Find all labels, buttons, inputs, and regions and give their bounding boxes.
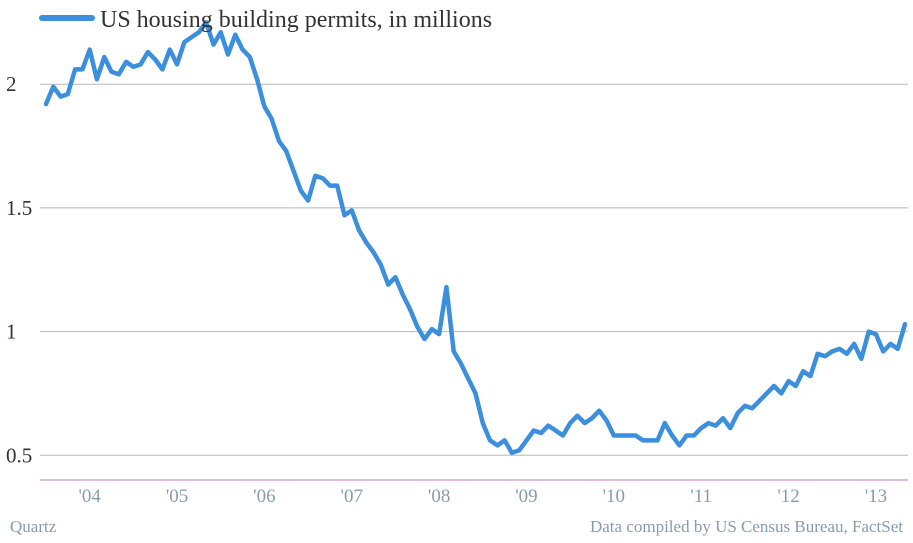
x-tick-label: '05	[166, 486, 188, 507]
legend: US housing building permits, in millions	[39, 7, 492, 33]
series-lines	[43, 20, 908, 456]
x-tick-label: '06	[253, 486, 275, 507]
gridlines	[40, 83, 908, 456]
x-tick-label: '09	[515, 486, 537, 507]
x-tick-label: '10	[603, 486, 625, 507]
y-axis-ticks: 0.5 1 1.5 2	[6, 72, 32, 467]
series-line-0	[43, 20, 908, 456]
x-tick-label: '08	[428, 486, 450, 507]
x-tick-label: '11	[690, 486, 712, 507]
footer-brand: Quartz	[10, 517, 57, 536]
x-axis-ticks: '04 '05 '06 '07 '08 '09 '10 '11 '12 '13	[78, 486, 887, 507]
x-tick-label: '12	[777, 486, 799, 507]
y-tick-label: 0.5	[6, 443, 32, 467]
legend-label: US housing building permits, in millions	[100, 7, 492, 33]
footer-source: Data compiled by US Census Bureau, FactS…	[590, 517, 903, 536]
y-tick-label: 1	[6, 320, 17, 344]
y-tick-label: 1.5	[6, 196, 32, 220]
y-tick-label: 2	[6, 72, 17, 96]
x-tick-label: '07	[341, 486, 363, 507]
x-tick-label: '04	[78, 486, 101, 507]
x-tick-label: '13	[865, 486, 887, 507]
